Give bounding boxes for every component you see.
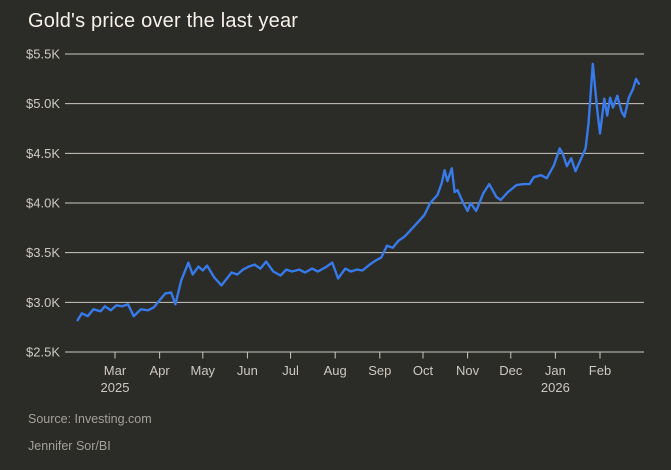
x-axis-label: Dec (499, 363, 523, 378)
y-axis-label: $2.5K (26, 345, 60, 360)
y-axis-label: $5.5K (26, 47, 60, 62)
x-axis-label: Oct (413, 363, 434, 378)
gold-price-series-line (76, 62, 641, 322)
x-axis-label: Mar (104, 363, 127, 378)
x-axis-label: Sep (368, 363, 391, 378)
x-axis-label: Aug (324, 363, 347, 378)
x-axis-label: Jul (282, 363, 299, 378)
x-axis-label: Nov (456, 363, 480, 378)
x-axis-label: Feb (589, 363, 611, 378)
y-axis-label: $3.5K (26, 245, 60, 260)
author-credit: Jennifer Sor/BI (28, 439, 111, 453)
y-axis-label: $4.5K (26, 146, 60, 161)
chart-title: Gold's price over the last year (28, 10, 299, 32)
x-axis-label: Jan (545, 363, 566, 378)
x-axis-year-label: 2026 (541, 380, 570, 395)
y-axis-label: $4.0K (26, 196, 60, 211)
source-credit: Source: Investing.com (28, 412, 152, 426)
x-axis-year-label: 2025 (101, 380, 130, 395)
x-axis-label: May (191, 363, 216, 378)
y-axis-label: $3.0K (26, 295, 60, 310)
y-axis-label: $5.0K (26, 96, 60, 111)
x-axis-label: Jun (237, 363, 258, 378)
x-axis-label: Apr (149, 363, 170, 378)
